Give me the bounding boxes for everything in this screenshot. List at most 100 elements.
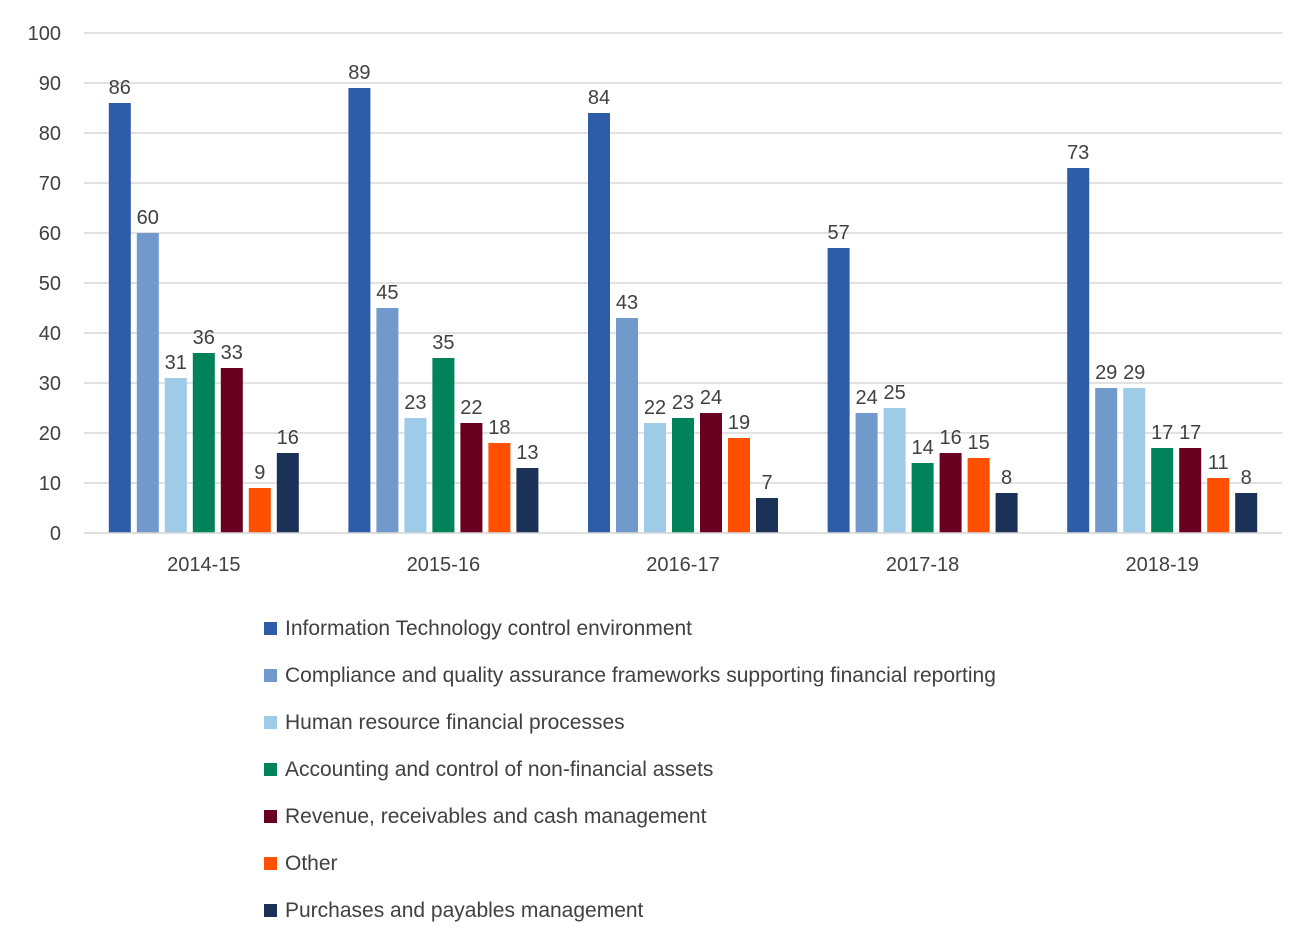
legend-item: Purchases and payables management (264, 887, 996, 934)
y-tick-label: 0 (50, 523, 61, 545)
legend-item: Revenue, receivables and cash management (264, 793, 996, 840)
bar (995, 493, 1018, 533)
bar (1095, 388, 1118, 533)
legend-swatch (264, 622, 277, 635)
data-labels: 86 60 31 36 33 9 16 89 45 23 35 22 18 13 84 43 22 23 24 19 7… (109, 62, 1252, 494)
data-label: 22 (644, 397, 666, 419)
x-tick-label: 2015-16 (407, 554, 480, 576)
bar (644, 423, 666, 533)
bar (276, 453, 299, 533)
data-label: 57 (827, 222, 849, 244)
legend-label: Information Technology control environme… (285, 616, 693, 640)
bar (588, 113, 610, 533)
y-tick-label: 80 (39, 123, 61, 145)
data-label: 86 (109, 77, 131, 99)
data-label: 18 (488, 417, 510, 439)
data-label: 13 (516, 442, 538, 464)
legend-swatch (264, 716, 277, 729)
data-label: 33 (221, 342, 243, 364)
bar (1151, 448, 1174, 533)
data-label: 84 (588, 87, 610, 109)
legend: Information Technology control environme… (264, 605, 996, 934)
bar (1235, 493, 1258, 533)
bar (432, 358, 455, 533)
bar (1067, 168, 1090, 533)
x-tick-label: 2016-17 (646, 554, 719, 576)
data-label: 43 (616, 292, 638, 314)
bar (883, 408, 906, 533)
bar (939, 453, 962, 533)
legend-item: Accounting and control of non-financial … (264, 746, 996, 793)
legend-swatch (264, 810, 277, 823)
bar (756, 498, 778, 533)
bar (827, 248, 850, 533)
legend-swatch (264, 763, 277, 776)
data-label: 16 (277, 427, 299, 449)
x-axis-ticks: 2014-15 2015-16 2016-17 2017-18 2018-19 (84, 532, 1282, 576)
legend-swatch (264, 904, 277, 917)
legend-item: Human resource financial processes (264, 699, 996, 746)
data-label: 24 (855, 387, 877, 409)
data-label: 22 (460, 397, 482, 419)
data-label: 29 (1095, 362, 1117, 384)
y-tick-label: 20 (39, 423, 61, 445)
bar (248, 488, 271, 533)
data-label: 25 (883, 382, 905, 404)
data-label: 31 (165, 352, 187, 374)
data-label: 9 (254, 462, 265, 484)
legend-label: Compliance and quality assurance framewo… (285, 663, 996, 687)
legend-item: Information Technology control environme… (264, 605, 996, 652)
data-label: 8 (1241, 467, 1252, 489)
data-label: 24 (700, 387, 722, 409)
data-label: 89 (348, 62, 370, 84)
bar (192, 353, 215, 533)
bar (728, 438, 750, 533)
bar (136, 233, 159, 533)
bar (108, 103, 131, 533)
data-label: 19 (728, 412, 750, 434)
bar (616, 318, 638, 533)
bar (220, 368, 243, 533)
legend-label: Revenue, receivables and cash management (285, 804, 707, 828)
y-tick-label: 60 (39, 223, 61, 245)
data-label: 7 (761, 472, 772, 494)
data-label: 23 (404, 392, 426, 414)
data-label: 16 (939, 427, 961, 449)
data-label: 29 (1123, 362, 1145, 384)
legend-swatch (264, 669, 277, 682)
bar (404, 418, 427, 533)
bar (672, 418, 694, 533)
data-label: 11 (1208, 452, 1229, 474)
data-label: 15 (967, 432, 989, 454)
bar (1179, 448, 1202, 533)
legend-item: Compliance and quality assurance framewo… (264, 652, 996, 699)
bar (516, 468, 539, 533)
x-tick-label: 2018-19 (1125, 554, 1198, 576)
data-label: 73 (1067, 142, 1089, 164)
legend-swatch (264, 857, 277, 870)
data-label: 17 (1151, 422, 1173, 444)
data-label: 35 (432, 332, 454, 354)
data-label: 60 (137, 207, 159, 229)
bars (108, 88, 1258, 533)
bar (488, 443, 511, 533)
y-tick-label: 90 (39, 73, 61, 95)
y-tick-label: 10 (39, 473, 61, 495)
data-label: 17 (1179, 422, 1201, 444)
bar (348, 88, 371, 533)
data-label: 8 (1001, 467, 1012, 489)
data-label: 36 (193, 327, 215, 349)
bar (460, 423, 483, 533)
x-tick-label: 2017-18 (886, 554, 959, 576)
bar (1123, 388, 1146, 533)
bar (1207, 478, 1230, 533)
legend-item: Other (264, 840, 996, 887)
y-tick-label: 50 (39, 273, 61, 295)
y-tick-label: 30 (39, 373, 61, 395)
y-tick-label: 40 (39, 323, 61, 345)
legend-label: Human resource financial processes (285, 710, 625, 734)
bar (700, 413, 722, 533)
y-axis-ticks: 0 10 20 30 40 50 60 70 80 90 100 (28, 23, 61, 545)
y-tick-label: 70 (39, 173, 61, 195)
